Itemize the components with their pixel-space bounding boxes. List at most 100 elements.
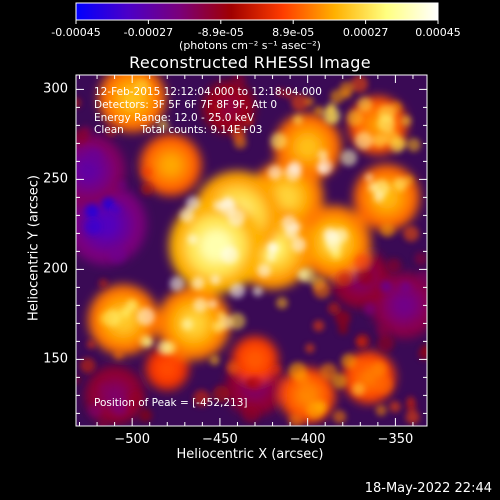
speckle bbox=[393, 177, 407, 192]
speckle bbox=[297, 268, 309, 281]
speckle bbox=[111, 399, 129, 416]
speckle bbox=[276, 296, 288, 309]
speckle bbox=[212, 385, 230, 403]
speckle bbox=[379, 280, 392, 293]
speckle bbox=[88, 403, 103, 418]
speckle bbox=[377, 334, 395, 352]
speckle bbox=[76, 97, 82, 108]
speckle bbox=[228, 312, 246, 330]
speckle bbox=[244, 117, 254, 127]
time-range: 12-Feb-2015 12:12:04.000 to 12:18:04.000 bbox=[94, 86, 322, 98]
speckle bbox=[411, 319, 420, 329]
speckle bbox=[323, 227, 337, 241]
colorbar-tick-label: -0.00027 bbox=[123, 26, 174, 39]
speckle bbox=[375, 376, 393, 394]
speckle bbox=[380, 222, 395, 237]
speckle bbox=[405, 410, 420, 425]
speckle bbox=[140, 182, 154, 196]
intensity-source bbox=[160, 154, 182, 176]
speckle bbox=[275, 88, 285, 97]
x-axis-label: Heliocentric X (arcsec) bbox=[176, 447, 324, 462]
speckle bbox=[291, 93, 309, 111]
speckle bbox=[341, 353, 356, 369]
speckle bbox=[271, 364, 282, 374]
speckle bbox=[257, 263, 271, 278]
speckle bbox=[212, 200, 224, 211]
speckle bbox=[76, 128, 89, 145]
speckle bbox=[373, 191, 385, 203]
speckle bbox=[218, 198, 237, 217]
speckle bbox=[101, 197, 115, 210]
speckle bbox=[305, 343, 315, 353]
intensity-source bbox=[246, 351, 264, 368]
chart-title: Reconstructed RHESSI Image bbox=[129, 53, 371, 72]
speckle bbox=[193, 297, 208, 313]
speckle bbox=[303, 385, 313, 396]
speckle bbox=[136, 307, 155, 326]
speckle bbox=[283, 89, 294, 99]
speckle bbox=[268, 165, 283, 180]
speckle bbox=[288, 413, 303, 426]
speckle bbox=[86, 148, 102, 164]
speckle bbox=[113, 349, 124, 360]
speckle bbox=[138, 408, 153, 423]
speckle bbox=[354, 131, 373, 150]
speckle bbox=[270, 132, 287, 150]
speckle bbox=[124, 401, 137, 414]
speckle bbox=[356, 268, 373, 285]
speckle bbox=[351, 382, 365, 396]
speckle bbox=[363, 301, 377, 315]
timestamp-footer: 18-May-2022 22:44 bbox=[364, 481, 492, 496]
speckle bbox=[372, 133, 387, 148]
speckle bbox=[210, 274, 221, 285]
speckle bbox=[384, 130, 399, 145]
speckle bbox=[339, 81, 354, 96]
speckle bbox=[418, 347, 427, 361]
speckle bbox=[220, 246, 239, 264]
y-axis-label: Heliocentric Y (arcsec) bbox=[26, 175, 42, 321]
heatmap-image bbox=[76, 75, 427, 426]
speckle bbox=[98, 278, 108, 288]
speckle bbox=[403, 175, 414, 185]
speckle bbox=[252, 286, 263, 297]
speckle bbox=[350, 75, 369, 93]
intensity-source bbox=[159, 360, 175, 376]
colorbar-tick-label: -8.9e-05 bbox=[197, 26, 244, 39]
speckle bbox=[266, 252, 276, 262]
speckle bbox=[242, 405, 260, 424]
speckle bbox=[322, 106, 341, 125]
speckle bbox=[313, 320, 325, 332]
speckle bbox=[108, 245, 127, 263]
y-tick-label: 200 bbox=[43, 261, 68, 277]
speckle bbox=[371, 361, 387, 377]
speckle bbox=[117, 180, 127, 189]
speckle bbox=[217, 311, 226, 320]
speckle bbox=[291, 237, 307, 253]
speckle bbox=[245, 378, 254, 388]
speckle bbox=[231, 126, 246, 142]
speckle bbox=[232, 75, 246, 88]
speckle bbox=[85, 203, 99, 218]
speckle bbox=[193, 389, 210, 407]
intensity-source bbox=[273, 184, 300, 211]
x-tick-label: −400 bbox=[289, 432, 326, 447]
speckle bbox=[375, 404, 387, 416]
speckle bbox=[417, 269, 427, 286]
speckle bbox=[139, 334, 152, 348]
speckle bbox=[99, 312, 112, 325]
peak-position: Position of Peak = [-452,213] bbox=[94, 397, 248, 409]
speckle bbox=[367, 182, 378, 193]
speckle bbox=[337, 324, 349, 335]
speckle bbox=[179, 208, 195, 223]
speckle bbox=[403, 225, 420, 242]
speckle bbox=[406, 396, 415, 405]
speckle bbox=[317, 149, 329, 161]
x-tick-label: −450 bbox=[202, 432, 238, 447]
plot-frame bbox=[75, 74, 428, 427]
axis-tickmarks bbox=[76, 75, 427, 426]
speckle bbox=[335, 310, 351, 327]
speckle bbox=[313, 280, 331, 299]
speckle bbox=[105, 125, 117, 137]
speckle bbox=[84, 218, 101, 235]
